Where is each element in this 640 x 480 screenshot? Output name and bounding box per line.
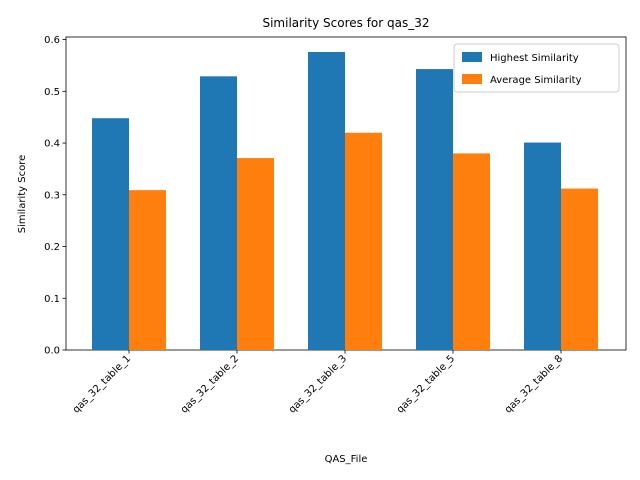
y-tick-label: 0.3	[44, 190, 60, 201]
bar-highest-5	[524, 142, 561, 350]
bar-average-1	[129, 190, 166, 350]
y-tick-label: 0.0	[44, 346, 60, 357]
y-axis-label: Similarity Score	[17, 155, 28, 233]
bar-average-3	[345, 132, 382, 350]
y-tick-label: 0.1	[44, 294, 60, 305]
bar-average-2	[237, 158, 274, 350]
bar-highest-2	[200, 76, 237, 351]
bar-highest-4	[416, 69, 453, 350]
legend-label-average: Average Similarity	[490, 75, 582, 86]
x-axis-label: QAS_File	[325, 454, 368, 465]
legend-box	[453, 43, 620, 93]
bar-highest-1	[92, 118, 129, 350]
legend-swatch-average	[462, 74, 482, 84]
bar-highest-3	[308, 52, 345, 351]
y-tick-label: 0.5	[44, 87, 60, 98]
y-axis: 0.0 0.1 0.2 0.3 0.4 0.5 0.6	[44, 35, 66, 357]
legend-swatch-highest	[462, 52, 482, 62]
bar-average-5	[561, 188, 598, 350]
y-tick-label: 0.4	[44, 139, 60, 150]
y-tick-label: 0.2	[44, 242, 60, 253]
y-tick-label: 0.6	[44, 35, 60, 46]
chart-title: Similarity Scores for qas_32	[262, 16, 429, 30]
legend-label-highest: Highest Similarity	[490, 53, 579, 64]
bar-average-4	[453, 153, 490, 350]
legend: Highest Similarity Average Similarity	[453, 43, 620, 93]
bars-group	[92, 52, 598, 351]
